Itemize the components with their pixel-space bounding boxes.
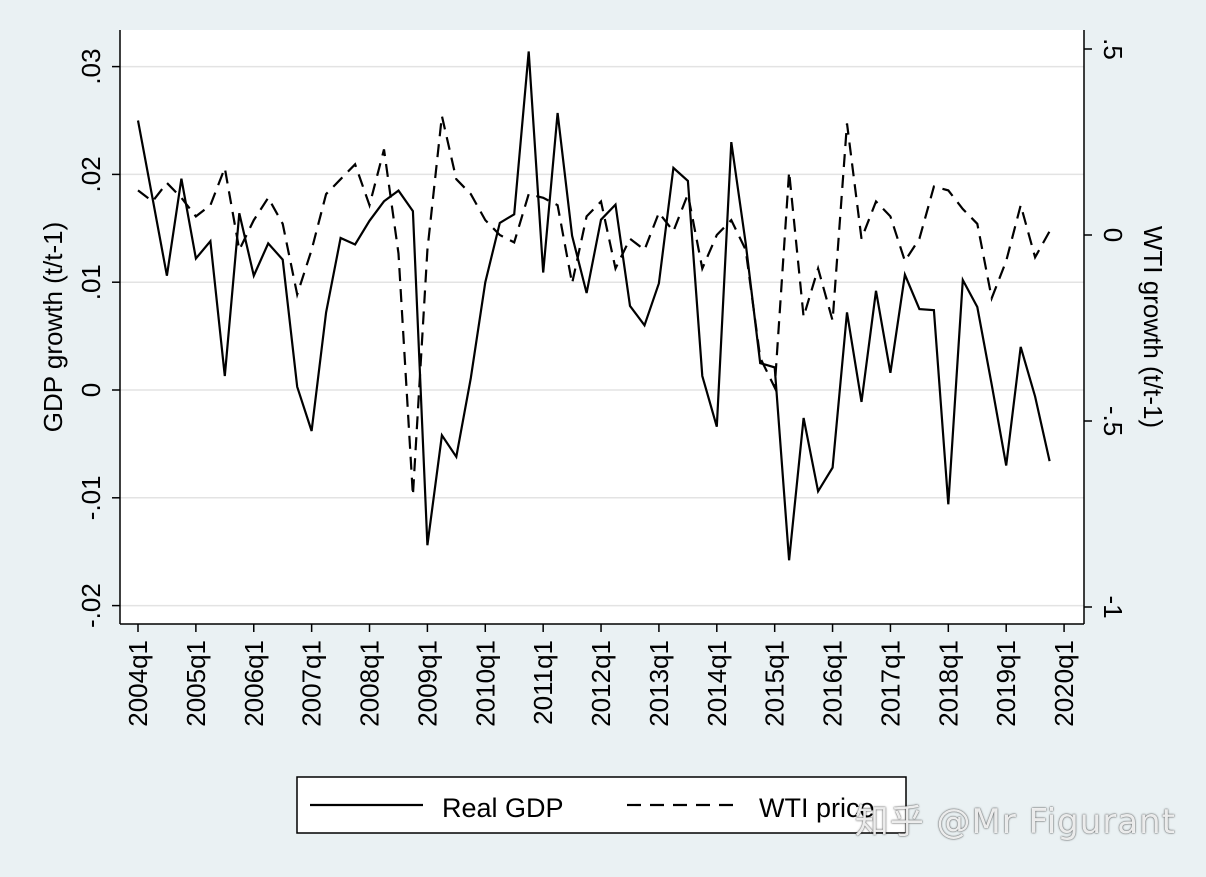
y-axis-label: GDP growth (t/t-1) [38, 222, 68, 432]
y2-tick-label-1: -.5 [1098, 406, 1128, 436]
series-layer [136, 51, 1051, 561]
x-tick-label-1: 2005q1 [181, 640, 211, 727]
y2-axis-label: WTI growth (t/t-1) [1138, 226, 1168, 428]
y-tick-label-0: -.02 [76, 583, 106, 628]
x-tick-label-16: 2020q1 [1049, 640, 1079, 727]
x-tick-label-14: 2018q1 [933, 640, 963, 727]
y-tick-label-5: .03 [76, 49, 106, 85]
y-tick-label-2: 0 [76, 383, 106, 397]
legend-wti-label: WTI price [759, 793, 875, 823]
x-tick-label-13: 2017q1 [875, 640, 905, 727]
axes [112, 30, 1092, 632]
x-tick-label-10: 2014q1 [702, 640, 732, 727]
legend-gdp-label: Real GDP [442, 793, 564, 823]
x-tick-label-7: 2011q1 [528, 640, 558, 725]
plot-background [120, 30, 1084, 624]
y2-tick-label-3: .5 [1098, 38, 1128, 60]
x-tick-label-9: 2013q1 [644, 640, 674, 727]
y-tick-label-1: -.01 [76, 475, 106, 520]
x-tick-label-11: 2015q1 [760, 640, 790, 727]
x-tick-label-8: 2012q1 [586, 640, 616, 727]
series-line-gdp [136, 51, 1051, 561]
watermark: 知乎 @Mr Figurant [854, 802, 1176, 842]
x-tick-label-3: 2007q1 [297, 640, 327, 727]
y2-tick-label-0: -1 [1098, 595, 1128, 618]
x-tick-label-12: 2016q1 [818, 640, 848, 727]
grid [120, 65, 1084, 607]
x-tick-label-5: 2009q1 [412, 640, 442, 727]
tick-labels: -.02 -.01 0 .01 .02 .03 -1 -.5 0 .5 2004q1 2005q1 20… [76, 38, 1128, 727]
y2-tick-label-2: 0 [1098, 228, 1128, 242]
x-tick-label-0: 2004q1 [123, 640, 153, 727]
x-tick-label-2: 2006q1 [239, 640, 269, 727]
x-tick-label-6: 2010q1 [470, 640, 500, 727]
x-tick-label-15: 2019q1 [991, 640, 1021, 727]
x-tick-label-4: 2008q1 [355, 640, 385, 727]
legend: Real GDP WTI price [296, 776, 907, 834]
y-tick-label-3: .01 [76, 264, 106, 300]
y-tick-label-4: .02 [76, 156, 106, 192]
